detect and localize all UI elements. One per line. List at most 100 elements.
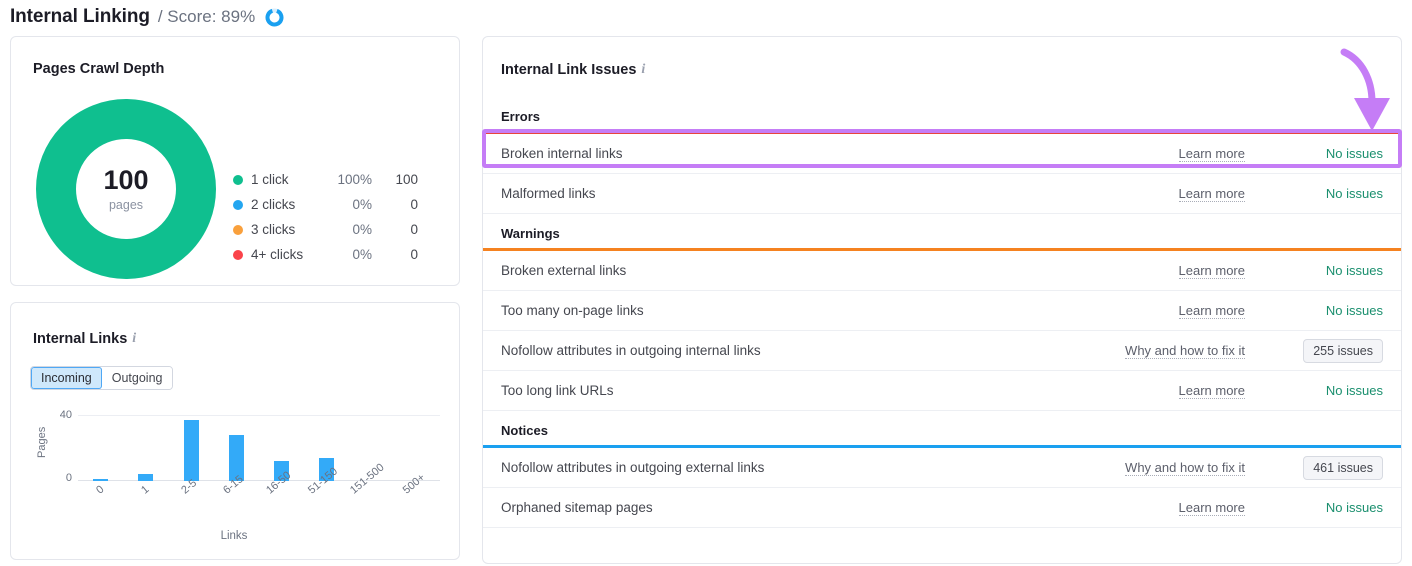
y-tick-max: 40 <box>59 409 72 421</box>
legend-label: 3 clicks <box>251 222 296 237</box>
bar[interactable] <box>183 420 199 481</box>
legend-dot-icon <box>233 224 243 235</box>
legend-percent: 100% <box>337 172 372 187</box>
legend-dot-icon <box>233 174 243 185</box>
issue-label: Broken external links <box>501 263 627 278</box>
issue-label: Too many on-page links <box>501 303 644 318</box>
toggle-outgoing[interactable]: Outgoing <box>101 367 173 389</box>
issue-label: Nofollow attributes in outgoing external… <box>501 460 765 475</box>
legend-percent: 0% <box>352 247 372 262</box>
y-tick-min: 0 <box>65 472 72 484</box>
page-title: Internal Linking <box>10 6 150 27</box>
section-rule-warnings <box>483 248 1401 251</box>
issue-count-badge[interactable]: 255 issues <box>1303 338 1383 363</box>
issue-row-broken-external-links[interactable]: Broken external links Learn more No issu… <box>483 251 1401 291</box>
internal-links-bar-chart: Pages 40 0 0 1 2-5 6-15 16-50 51-150 <box>22 406 446 546</box>
info-icon[interactable]: i <box>132 331 137 346</box>
bar-slot <box>214 415 259 481</box>
internal-links-title: Internal Links i <box>33 331 136 347</box>
legend-item: 4+ clicks 0% 0 <box>233 242 418 267</box>
issue-badge-wrap: 461 issues <box>1279 455 1383 480</box>
donut-value: 100 <box>103 164 149 195</box>
bar[interactable] <box>93 479 109 481</box>
learn-more-link[interactable]: Learn more <box>1178 145 1245 162</box>
issue-row-nofollow-external[interactable]: Nofollow attributes in outgoing external… <box>483 448 1401 488</box>
issues-title-text: Internal Link Issues <box>501 62 637 78</box>
issue-count-badge[interactable]: 461 issues <box>1303 455 1383 480</box>
learn-more-link[interactable]: Learn more <box>1178 302 1245 319</box>
legend-label: 4+ clicks <box>251 247 304 262</box>
learn-more-link[interactable]: Learn more <box>1178 382 1245 399</box>
x-slot: 2-5 <box>169 477 214 524</box>
issue-row-nofollow-internal[interactable]: Nofollow attributes in outgoing internal… <box>483 331 1401 371</box>
issue-row-broken-internal-links[interactable]: Broken internal links Learn more No issu… <box>483 134 1401 174</box>
x-tick-label: 0 <box>93 483 107 497</box>
bar-slot <box>123 415 168 481</box>
legend-dot-icon <box>233 199 243 210</box>
bar[interactable] <box>319 457 335 481</box>
internal-links-card: Internal Links i <box>10 302 460 560</box>
x-slot: 6-15 <box>214 473 259 524</box>
legend-percent: 0% <box>352 222 372 237</box>
crawl-depth-donut-chart: 100 pages <box>36 99 216 279</box>
bar-slot <box>304 415 349 481</box>
section-header-errors: Errors <box>501 109 541 124</box>
gridline-baseline <box>78 480 440 481</box>
issue-badge-wrap: 255 issues <box>1279 338 1383 363</box>
score-ring-icon <box>265 8 284 27</box>
legend-item: 1 click 100% 100 <box>233 167 418 192</box>
legend-item: 2 clicks 0% 0 <box>233 192 418 217</box>
bar[interactable] <box>228 434 244 481</box>
issue-status: No issues <box>1325 263 1383 278</box>
learn-more-link[interactable]: Learn more <box>1178 262 1245 279</box>
legend-item: 3 clicks 0% 0 <box>233 217 418 242</box>
legend-label: 1 click <box>251 172 289 187</box>
donut-svg <box>36 99 216 279</box>
issue-status: No issues <box>1325 500 1383 515</box>
donut-unit: pages <box>108 197 144 212</box>
gridline-top <box>78 415 440 416</box>
x-tick-label: 1 <box>138 483 152 497</box>
toggle-incoming[interactable]: Incoming <box>31 367 102 389</box>
info-icon[interactable]: i <box>641 62 646 77</box>
bar[interactable] <box>274 461 290 481</box>
legend-count: 0 <box>410 222 418 237</box>
legend-label: 2 clicks <box>251 197 296 212</box>
legend-count: 0 <box>410 247 418 262</box>
section-rule-notices <box>483 445 1401 448</box>
issue-row-too-many-on-page-links[interactable]: Too many on-page links Learn more No iss… <box>483 291 1401 331</box>
x-slot: 0 <box>78 483 123 524</box>
learn-more-link[interactable]: Learn more <box>1178 499 1245 516</box>
issue-row-malformed-links[interactable]: Malformed links Learn more No issues <box>483 174 1401 214</box>
why-and-how-to-fix-it-link[interactable]: Why and how to fix it <box>1125 342 1245 359</box>
bar[interactable] <box>138 474 154 481</box>
section-header-notices: Notices <box>501 423 548 438</box>
crawl-depth-legend: 1 click 100% 100 2 clicks 0% 0 3 clicks … <box>233 167 418 267</box>
issue-status: No issues <box>1325 383 1383 398</box>
why-and-how-to-fix-it-link[interactable]: Why and how to fix it <box>1125 459 1245 476</box>
issue-status: No issues <box>1325 186 1383 201</box>
internal-link-issues-title: Internal Link Issues i <box>501 62 645 78</box>
x-slot: 51-150 <box>304 465 349 524</box>
issue-row-too-long-link-urls[interactable]: Too long link URLs Learn more No issues <box>483 371 1401 411</box>
learn-more-link[interactable]: Learn more <box>1178 185 1245 202</box>
issue-label: Orphaned sitemap pages <box>501 500 653 515</box>
issue-row-orphaned-sitemap-pages[interactable]: Orphaned sitemap pages Learn more No iss… <box>483 488 1401 528</box>
page-header: Internal Linking / Score: 89% <box>10 0 284 34</box>
legend-dot-icon <box>233 249 243 260</box>
legend-percent: 0% <box>352 197 372 212</box>
pages-crawl-depth-title: Pages Crawl Depth <box>33 61 165 77</box>
issue-status: No issues <box>1325 303 1383 318</box>
issue-label: Broken internal links <box>501 146 623 161</box>
internal-links-title-text: Internal Links <box>33 331 128 347</box>
pages-crawl-depth-card: Pages Crawl Depth 100 pages 1 click 100%… <box>10 36 460 286</box>
internal-link-issues-card: Internal Link Issues i Errors Broken inte… <box>482 36 1402 564</box>
bar-slot <box>78 415 123 481</box>
legend-count: 0 <box>410 197 418 212</box>
bars-container <box>78 415 440 481</box>
legend-count: 100 <box>395 172 418 187</box>
plot-region <box>78 415 440 481</box>
links-direction-toggle[interactable]: Incoming Outgoing <box>30 366 174 390</box>
y-axis-title: Pages <box>36 426 48 458</box>
